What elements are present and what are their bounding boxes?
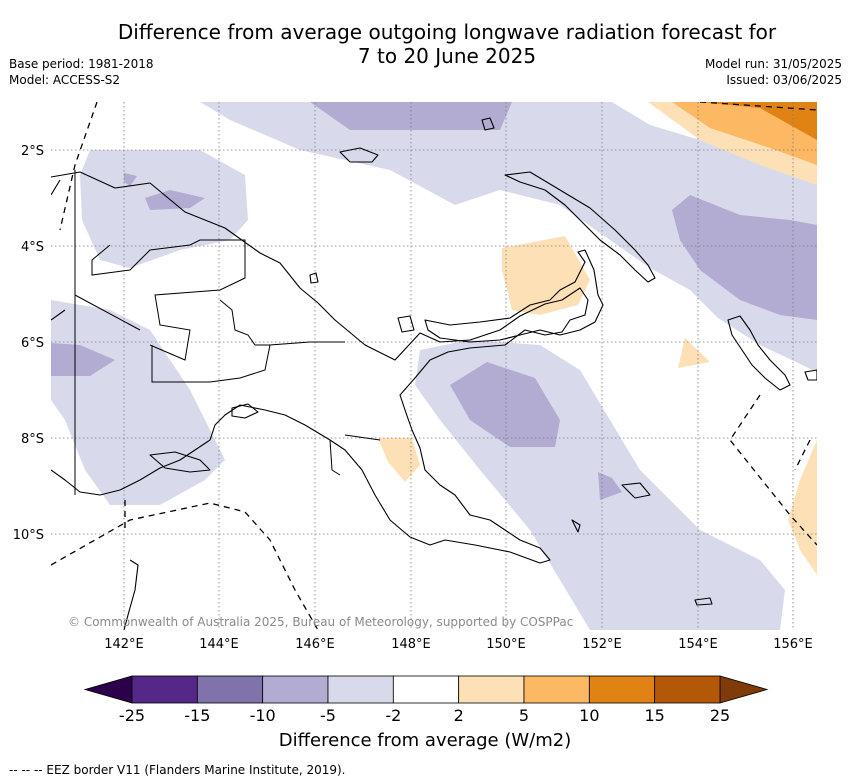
- colorbar-swatch: [131, 675, 198, 704]
- admin-borders: [74, 170, 381, 495]
- model-name: Model: ACCESS-S2: [9, 73, 121, 87]
- new-britain-coast: [424, 249, 604, 343]
- lon-labels: 142°E 144°E 146°E 148°E 150°E 152°E 154°…: [104, 637, 813, 652]
- model-run: Model run: 31/05/2025: [704, 57, 842, 71]
- lon-label: 152°E: [582, 637, 622, 652]
- meta-left: Base period: 1981-2018 Model: ACCESS-S2: [9, 56, 154, 88]
- colorbar-label: Difference from average (W/m2): [278, 730, 572, 751]
- lon-label: 142°E: [104, 637, 144, 652]
- lat-label: 4°S: [21, 240, 44, 255]
- olr-band-dark-orange: [700, 102, 817, 140]
- title-line-2: 7 to 20 June 2025: [357, 44, 537, 68]
- colorbar-tick-label: 25: [710, 706, 730, 725]
- meta-right: Model run: 31/05/2025 Issued: 03/06/2025: [705, 56, 842, 88]
- eez-border: [51, 102, 817, 630]
- lon-label: 154°E: [678, 637, 718, 652]
- colorbar-tick-label: -25: [119, 706, 145, 725]
- lon-label: 156°E: [773, 637, 813, 652]
- lon-label: 150°E: [486, 637, 526, 652]
- colorbar-tick-label: 2: [454, 706, 464, 725]
- base-period: Base period: 1981-2018: [9, 57, 154, 71]
- lon-label: 148°E: [391, 637, 431, 652]
- map-title: Difference from average outgoing longwav…: [0, 20, 850, 68]
- colorbar-under-triangle: [83, 675, 133, 704]
- colorbar-over-triangle: [719, 675, 769, 704]
- lon-label: 144°E: [199, 637, 239, 652]
- colorbar-swatch: [327, 675, 394, 704]
- colorbar-swatch: [196, 675, 264, 704]
- copyright-text: © Commonwealth of Australia 2025, Bureau…: [68, 615, 573, 629]
- lat-label: 8°S: [21, 432, 44, 447]
- colorbar-tick-label: -5: [320, 706, 336, 725]
- colorbar-swatch: [262, 675, 329, 704]
- eez-footer-note: -- -- -- EEZ border V11 (Flanders Marine…: [9, 763, 346, 777]
- issued-date: Issued: 03/06/2025: [726, 73, 842, 87]
- colorbar-swatch: [654, 675, 721, 704]
- lat-label: 6°S: [21, 336, 44, 351]
- colorbar: -25 -15 -10 -5 -2 2 5 10 15 25: [83, 675, 769, 725]
- colorbar-swatch: [392, 675, 460, 704]
- lat-label: 10°S: [13, 528, 44, 543]
- lat-label: 2°S: [21, 144, 44, 159]
- manus-coast: [339, 147, 379, 163]
- colorbar-swatch: [588, 675, 656, 704]
- colorbar-tick-label: 5: [519, 706, 529, 725]
- colorbar-tick-label: -10: [250, 706, 276, 725]
- new-ireland-coast: [504, 171, 656, 283]
- map-area: © Commonwealth of Australia 2025, Bureau…: [51, 102, 817, 630]
- olr-band-medium-purple: [51, 102, 817, 500]
- bougainville-coast: [727, 315, 791, 391]
- colorbar-tick-label: -15: [184, 706, 210, 725]
- colorbar-swatch: [523, 675, 590, 704]
- lat-labels: 2°S 4°S 6°S 8°S 10°S: [13, 144, 44, 543]
- colorbar-tick-label: -2: [385, 706, 401, 725]
- colorbar-tick-label: 10: [579, 706, 599, 725]
- title-line-1: Difference from average outgoing longwav…: [117, 20, 777, 44]
- colorbar-swatch: [458, 675, 525, 704]
- graticule: [51, 102, 817, 630]
- colorbar-tick-label: 15: [644, 706, 664, 725]
- coastlines: [51, 117, 817, 630]
- lon-label: 146°E: [295, 637, 335, 652]
